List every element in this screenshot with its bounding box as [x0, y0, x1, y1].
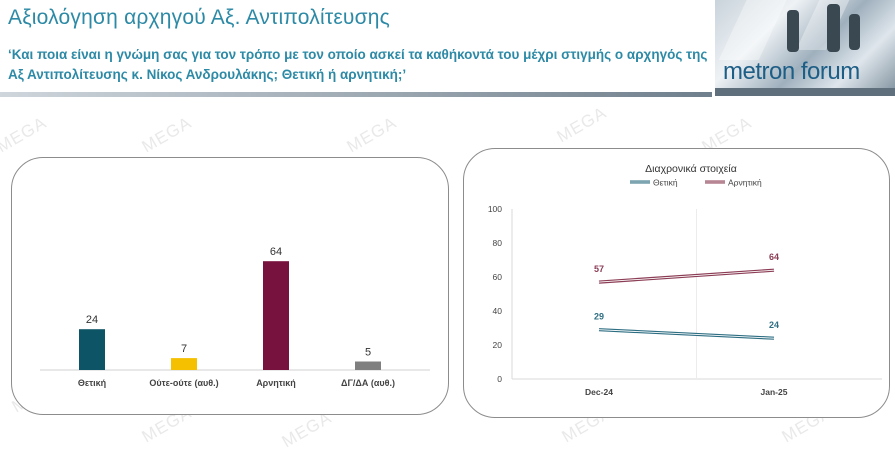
line-chart-panel: Διαχρονικά στοιχεία Θετική Αρνητική 0 20 40 60… [463, 148, 890, 418]
logo-glass-pane [796, 0, 854, 50]
y-tick-label: 40 [493, 306, 503, 316]
y-tick-label: 80 [493, 238, 503, 248]
logo-glass-pane [718, 0, 792, 60]
line-chart: Διαχρονικά στοιχεία Θετική Αρνητική 0 20 40 60… [488, 163, 882, 397]
logo-figure [827, 4, 840, 52]
data-label: 57 [594, 264, 604, 274]
legend-label: Θετική [653, 178, 678, 188]
data-label: 29 [594, 312, 604, 322]
legend-label: Αρνητική [728, 178, 762, 188]
watermark: MEGA [0, 112, 50, 157]
data-label: 7 [181, 343, 187, 355]
watermark: MEGA [138, 112, 195, 157]
x-tick-label: Dec-24 [585, 387, 613, 397]
page-subtitle: ‘Και ποια είναι η γνώμη σας για τον τρόπ… [8, 47, 708, 82]
series-line-highlight [598, 329, 775, 339]
series-line-highlight [598, 269, 775, 283]
bar-chart-panel: 24 Θετική 7 Ούτε-ούτε (αυθ.) 64 Αρνητική 5 ΔΓ/Δ… [11, 157, 449, 415]
logo-figure [787, 10, 799, 52]
category-label: Αρνητική [256, 378, 296, 388]
header: Αξιολόγηση αρχηγού Αξ. Αντιπολίτευσης ‘Κ… [0, 0, 895, 97]
logo-strip [715, 88, 895, 96]
x-tick-label: Jan-25 [761, 387, 788, 397]
category-label: Θετική [78, 378, 106, 388]
watermark: MEGA [343, 112, 400, 157]
bar [355, 361, 381, 370]
logo-figure [849, 14, 860, 50]
bar [263, 261, 289, 370]
metron-forum-logo: metron forum [715, 0, 895, 96]
data-label: 24 [86, 314, 98, 326]
page-title: Αξιολόγηση αρχηγού Αξ. Αντιπολίτευσης [8, 6, 390, 29]
header-divider [0, 92, 712, 97]
y-tick-label: 100 [488, 204, 502, 214]
bar-chart: 24 Θετική 7 Ούτε-ούτε (αυθ.) 64 Αρνητική 5 ΔΓ/Δ… [40, 246, 430, 388]
data-label: 64 [769, 252, 779, 262]
category-label: Ούτε-ούτε (αυθ.) [149, 378, 218, 388]
y-tick-label: 60 [493, 272, 503, 282]
y-tick-label: 20 [493, 340, 503, 350]
category-label: ΔΓ/ΔΑ (αυθ.) [341, 378, 395, 388]
logo-text: metron forum [723, 58, 860, 85]
data-label: 5 [365, 347, 371, 359]
data-label: 64 [270, 246, 282, 258]
y-tick-label: 0 [497, 374, 502, 384]
data-label: 24 [769, 320, 779, 330]
chart-title: Διαχρονικά στοιχεία [645, 163, 737, 175]
bar [79, 329, 105, 370]
bar [171, 358, 197, 370]
watermark: MEGA [553, 102, 610, 147]
